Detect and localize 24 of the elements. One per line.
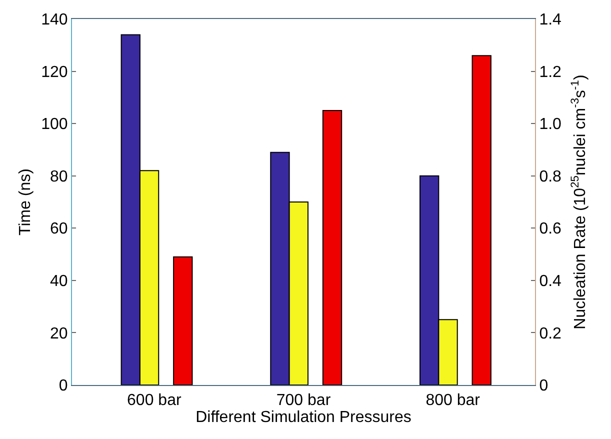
- y-tick-label: 60: [50, 220, 68, 238]
- x-tick-label: 700 bar: [276, 392, 332, 410]
- y-tick-label: 0: [58, 378, 68, 395]
- y2-tick-label: 0.2: [539, 325, 562, 342]
- bar: [472, 55, 492, 385]
- y-tick-label: 80: [50, 168, 68, 186]
- y-tick-label: 120: [41, 64, 68, 81]
- y-tick-label: 20: [50, 325, 68, 342]
- y-tick-label: 100: [41, 116, 68, 134]
- y-tick-label: 40: [50, 273, 68, 290]
- y2-tick-label: 0: [539, 378, 548, 395]
- x-tick-label: 600 bar: [127, 392, 182, 410]
- y2-tick-label: 0.4: [539, 273, 562, 290]
- bar: [322, 110, 342, 385]
- bar: [173, 256, 193, 385]
- y2-tick-label: 0.8: [539, 168, 562, 186]
- x-tick-label: 800 bar: [426, 392, 481, 410]
- y2-tick-label: 1.4: [539, 12, 562, 29]
- y-tick-label: 140: [41, 12, 68, 29]
- y2-tick-label: 0.6: [539, 220, 562, 238]
- x-axis-title: Different Simulation Pressures: [196, 409, 412, 426]
- y2-tick-label: 1.2: [539, 64, 562, 81]
- y2-tick-label: 1.0: [539, 116, 562, 134]
- y-axis-title: Time (ns): [16, 168, 34, 236]
